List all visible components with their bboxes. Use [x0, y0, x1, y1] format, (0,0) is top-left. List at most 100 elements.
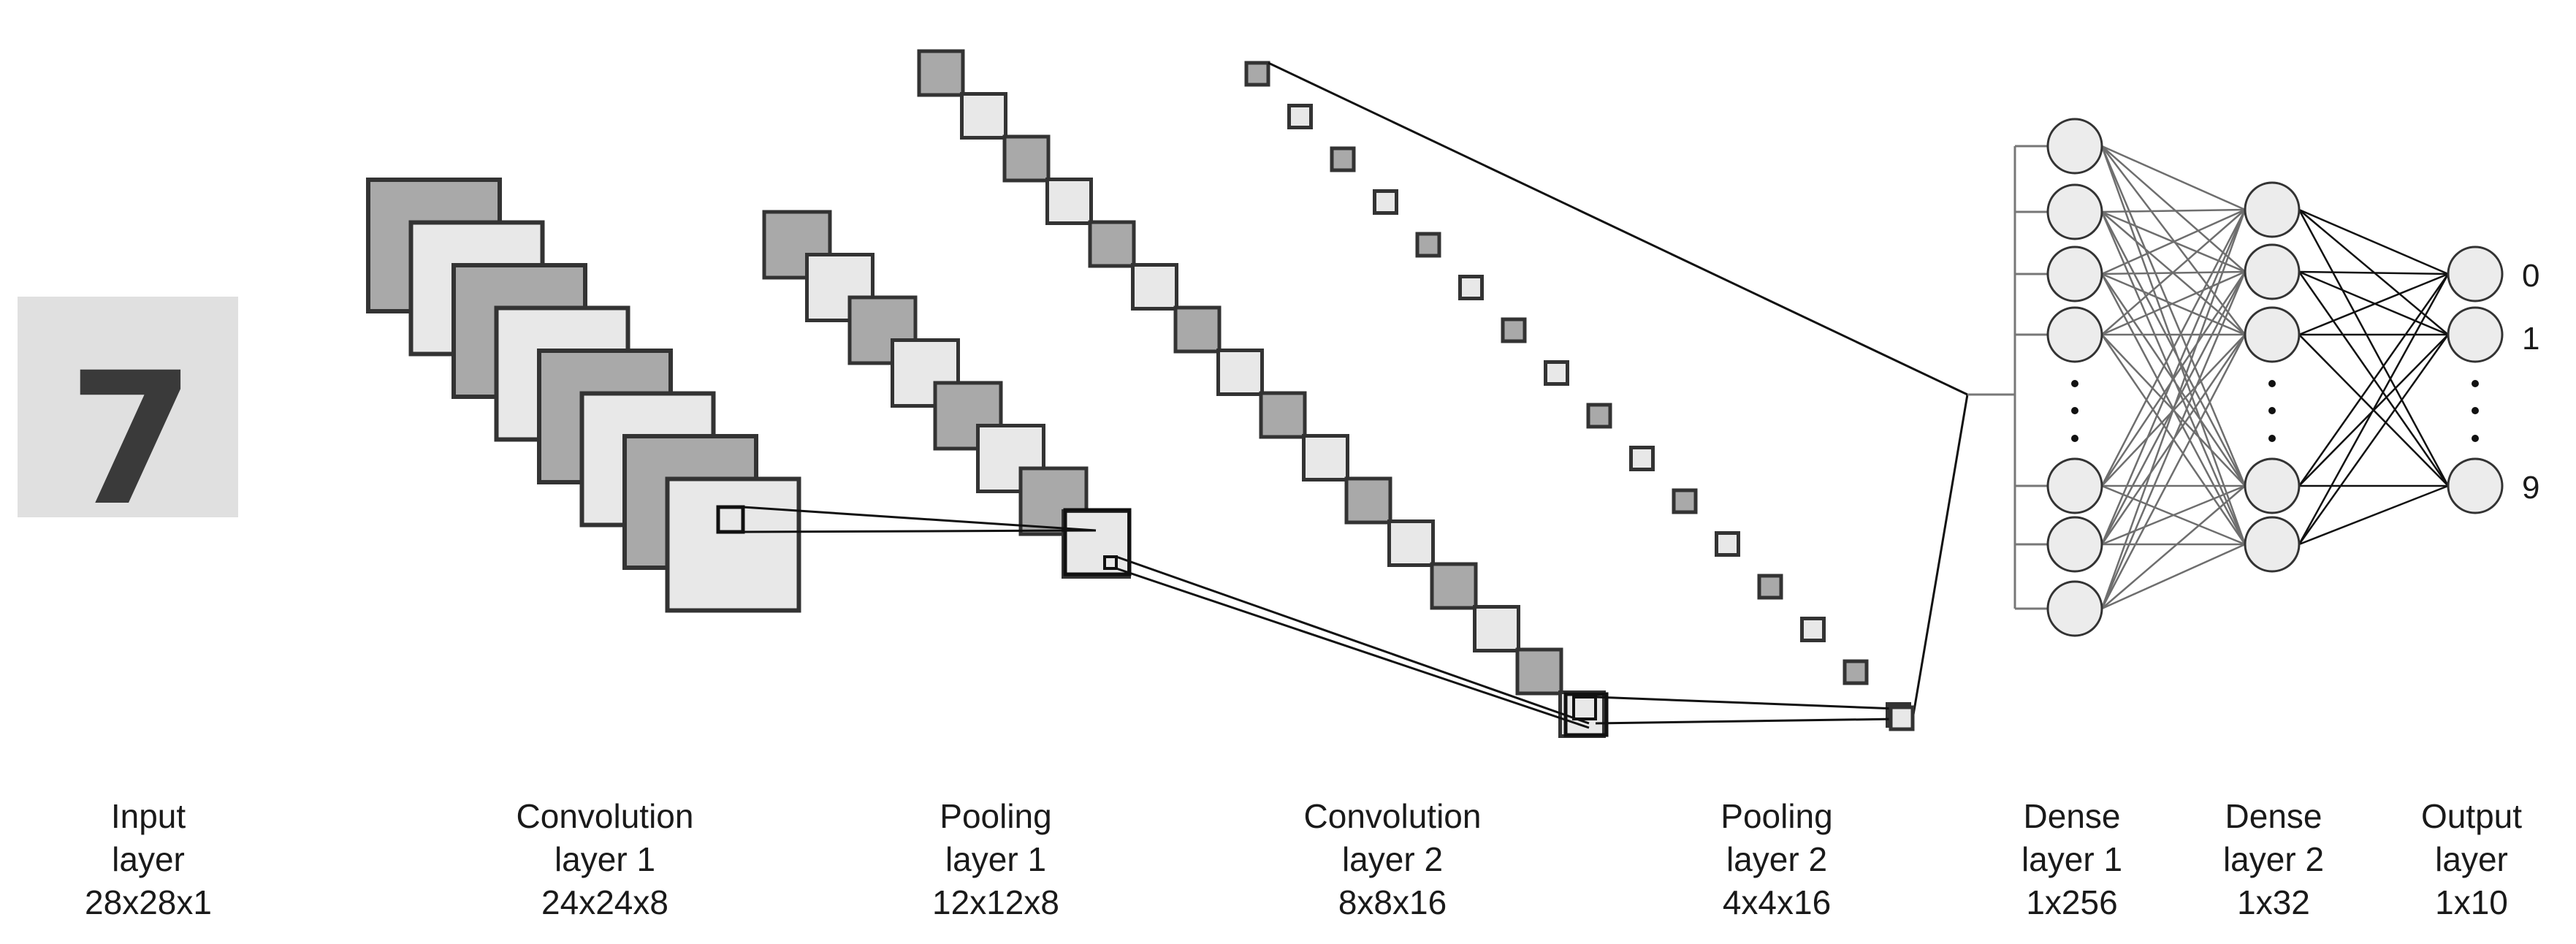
edge-d2-2-out-0 — [2298, 273, 2449, 336]
svg-text:Dense: Dense — [2225, 797, 2322, 835]
svg-text:4x4x16: 4x4x16 — [1723, 883, 1831, 921]
input-digit: 7 — [68, 333, 195, 546]
dense1-neuron-4 — [2046, 306, 2103, 363]
pool2-map-12 — [1715, 531, 1740, 557]
conv2-map-3 — [1002, 134, 1051, 183]
link-conv1-pool1-bottom — [742, 529, 1097, 533]
ellipsis-dot-0-2 — [2071, 435, 2078, 442]
link-pool1-conv2-bottom — [1116, 567, 1590, 729]
edge-d1-3-d2-0 — [2101, 209, 2246, 335]
edge-d1-1-d2-0 — [2101, 208, 2246, 213]
svg-text:layer 2: layer 2 — [1726, 840, 1827, 878]
edge-d2-0-out-0 — [2298, 208, 2449, 275]
pool1-kernel-box — [1103, 555, 1118, 570]
output-label-9: 9 — [2522, 470, 2539, 506]
conv2-kernel-box — [1572, 696, 1597, 720]
ellipsis-dot-2-1 — [2472, 407, 2479, 414]
dense2-neuron-2 — [2244, 243, 2301, 300]
pool-layer-1-feature-maps — [762, 210, 1131, 579]
conv-layer-2-feature-maps — [917, 49, 1606, 738]
svg-text:layer 2: layer 2 — [2223, 840, 2324, 878]
pool2-map-5 — [1415, 232, 1441, 258]
svg-text:layer 1: layer 1 — [2021, 840, 2122, 878]
conv2-map-9 — [1259, 391, 1307, 439]
link-conv1-pool1-top — [742, 506, 1097, 532]
link-conv2-pool2-top — [1595, 696, 1897, 710]
edge-d1-0-d2-3 — [2100, 145, 2247, 487]
edge-d2-0-out-2 — [2298, 209, 2450, 487]
output-label-0: 0 — [2522, 258, 2539, 294]
svg-text:12x12x8: 12x12x8 — [932, 883, 1059, 921]
pool2-map-11 — [1672, 488, 1698, 514]
svg-text:1x10: 1x10 — [2435, 883, 2508, 921]
conv2-map-10 — [1302, 434, 1349, 481]
edge-d1-5-d2-3 — [2101, 484, 2246, 546]
pool2-map-8 — [1544, 360, 1569, 386]
conv2-map-12 — [1387, 519, 1435, 567]
pool2-map-2 — [1287, 104, 1313, 129]
svg-text:layer: layer — [2435, 840, 2508, 878]
conv1-map-8 — [665, 476, 801, 613]
svg-text:layer 1: layer 1 — [555, 840, 655, 878]
dense1-neuron-6 — [2046, 516, 2103, 573]
conv2-map-2 — [960, 92, 1007, 140]
link-pool2-flatten-top — [1268, 61, 1968, 396]
edge-d1-0-d2-1 — [2101, 145, 2246, 273]
edge-d2-3-out-0 — [2298, 273, 2450, 487]
edge-d1-4-d2-0 — [2100, 209, 2247, 487]
pool2-map-3 — [1330, 146, 1356, 172]
edge-d1-0-d2-4 — [2100, 145, 2247, 545]
conv2-map-6 — [1131, 263, 1178, 311]
svg-text:Convolution: Convolution — [1304, 797, 1482, 835]
svg-text:28x28x1: 28x28x1 — [85, 883, 212, 921]
dense1-neuron-2 — [2046, 183, 2103, 240]
pool1-map-2 — [805, 253, 874, 322]
svg-text:Pooling: Pooling — [940, 797, 1051, 835]
pool1-map-7 — [1018, 466, 1089, 536]
conv2-map-1 — [917, 49, 965, 97]
pool1-target-box — [1063, 508, 1132, 576]
layer-caption-dense1: Dense layer 1 1x256 — [2021, 797, 2122, 921]
dense2-neuron-3 — [2244, 306, 2301, 363]
svg-text:Input: Input — [111, 797, 186, 835]
dense2-neuron-1 — [2244, 181, 2301, 238]
svg-text:Output: Output — [2421, 797, 2522, 835]
svg-text:layer 1: layer 1 — [945, 840, 1046, 878]
pool2-map-4 — [1373, 189, 1398, 215]
dense-neurons — [2046, 118, 2504, 637]
layer-caption-conv1: Convolution layer 1 24x24x8 — [517, 797, 694, 921]
svg-text:layer 2: layer 2 — [1342, 840, 1443, 878]
edge-d1-6-d2-3 — [2101, 485, 2246, 609]
link-conv2-pool2-bottom — [1595, 717, 1897, 725]
edge-d2-4-out-1 — [2298, 334, 2450, 545]
output-neuron-2 — [2447, 306, 2504, 363]
edge-d1-6-d2-0 — [2100, 209, 2247, 609]
conv2-map-15 — [1515, 647, 1563, 696]
ellipsis-dot-1-2 — [2268, 435, 2276, 442]
input-image: 7 — [18, 297, 238, 546]
dense2-neuron-4 — [2244, 457, 2301, 514]
svg-text:8x8x16: 8x8x16 — [1338, 883, 1447, 921]
svg-text:Pooling: Pooling — [1720, 797, 1832, 835]
svg-text:1x256: 1x256 — [2026, 883, 2117, 921]
conv2-map-8 — [1216, 349, 1264, 396]
ellipsis-dot-0-0 — [2071, 380, 2078, 387]
conv2-map-13 — [1430, 562, 1478, 610]
output-neuron-3 — [2447, 457, 2504, 514]
dense1-neuron-3 — [2046, 245, 2103, 302]
layer-caption-output: Output layer 1x10 — [2421, 797, 2522, 921]
layer-caption-pool2: Pooling layer 2 4x4x16 — [1720, 797, 1832, 921]
edge-d1-5-d2-0 — [2100, 209, 2247, 545]
ellipsis-dot-2-2 — [2472, 435, 2479, 442]
svg-text:Convolution: Convolution — [517, 797, 694, 835]
conv2-map-4 — [1045, 178, 1093, 225]
pool2-map-9 — [1586, 403, 1612, 429]
pool2-map-10 — [1629, 446, 1655, 471]
dense-connections — [1967, 145, 2450, 610]
ellipsis-dot-1-0 — [2268, 380, 2276, 387]
conv-layer-1-feature-maps — [366, 178, 801, 613]
receptive-field-lines — [716, 61, 1969, 737]
svg-text:Dense: Dense — [2024, 797, 2121, 835]
pool2-map-6 — [1458, 275, 1484, 300]
